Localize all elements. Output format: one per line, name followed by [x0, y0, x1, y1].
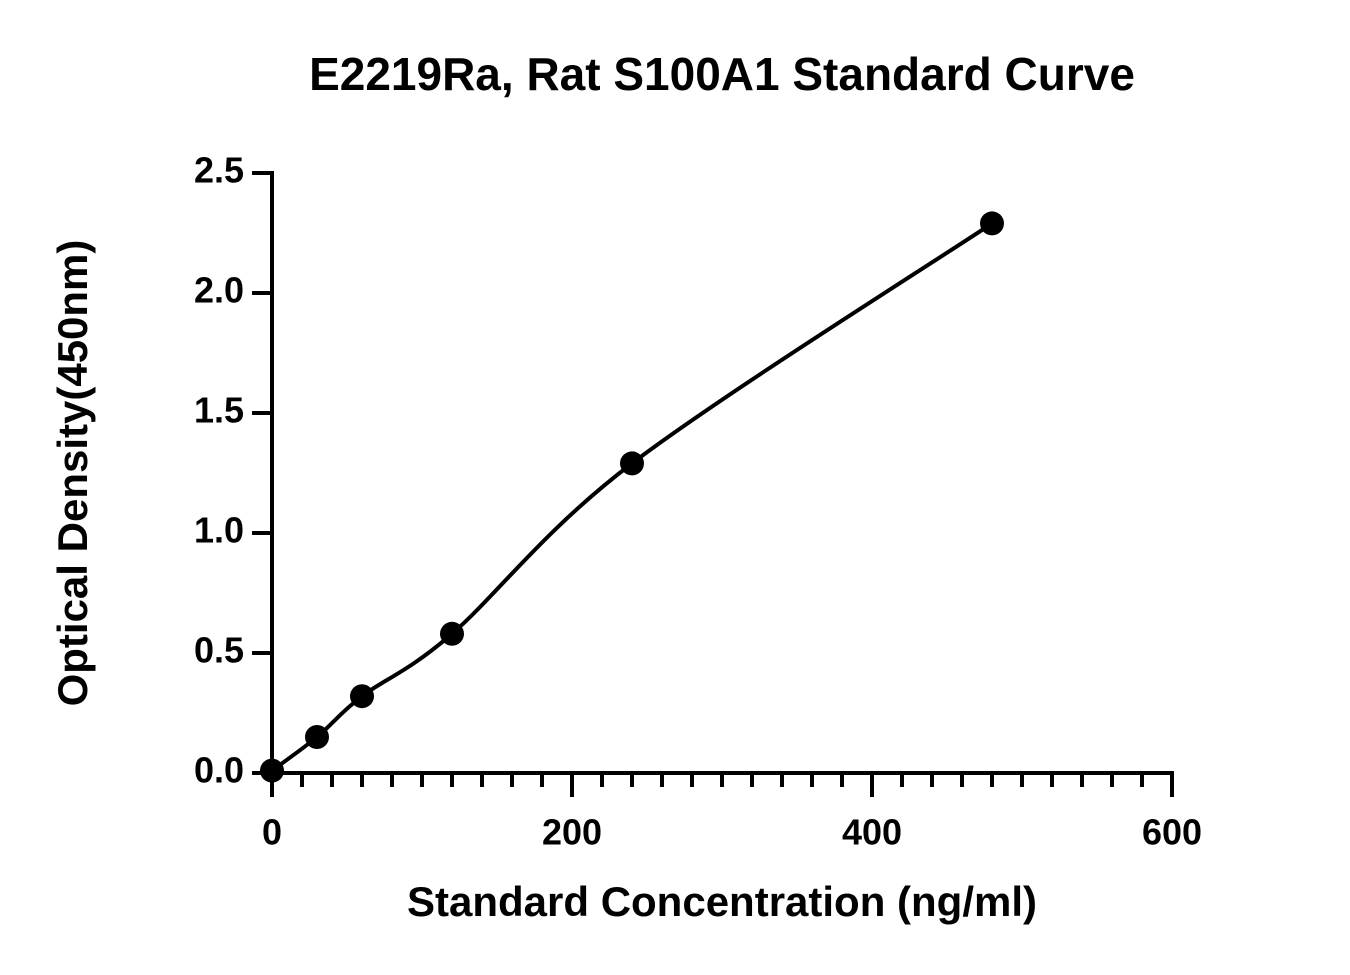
- data-point: [260, 758, 284, 783]
- x-axis-label: Standard Concentration (ng/ml): [407, 878, 1037, 925]
- y-tick-label: 0.0: [194, 750, 244, 791]
- y-tick-label: 0.5: [194, 630, 244, 671]
- x-tick-label: 0: [262, 812, 282, 853]
- y-tick-label: 1.0: [194, 510, 244, 551]
- y-tick-label: 1.5: [194, 390, 244, 431]
- x-tick-label: 400: [842, 812, 902, 853]
- x-tick-label: 200: [542, 812, 602, 853]
- data-point: [980, 211, 1004, 236]
- data-point: [305, 725, 329, 749]
- x-tick-label: 600: [1142, 812, 1202, 853]
- y-tick-label: 2.0: [194, 270, 244, 311]
- y-tick-label: 2.5: [194, 150, 244, 191]
- data-point: [350, 684, 374, 709]
- fit-curve: [270, 221, 994, 773]
- chart-title: E2219Ra, Rat S100A1 Standard Curve: [309, 48, 1135, 100]
- data-point: [440, 621, 464, 646]
- y-axis-label: Optical Density(450nm): [49, 240, 96, 707]
- data-point: [620, 451, 644, 476]
